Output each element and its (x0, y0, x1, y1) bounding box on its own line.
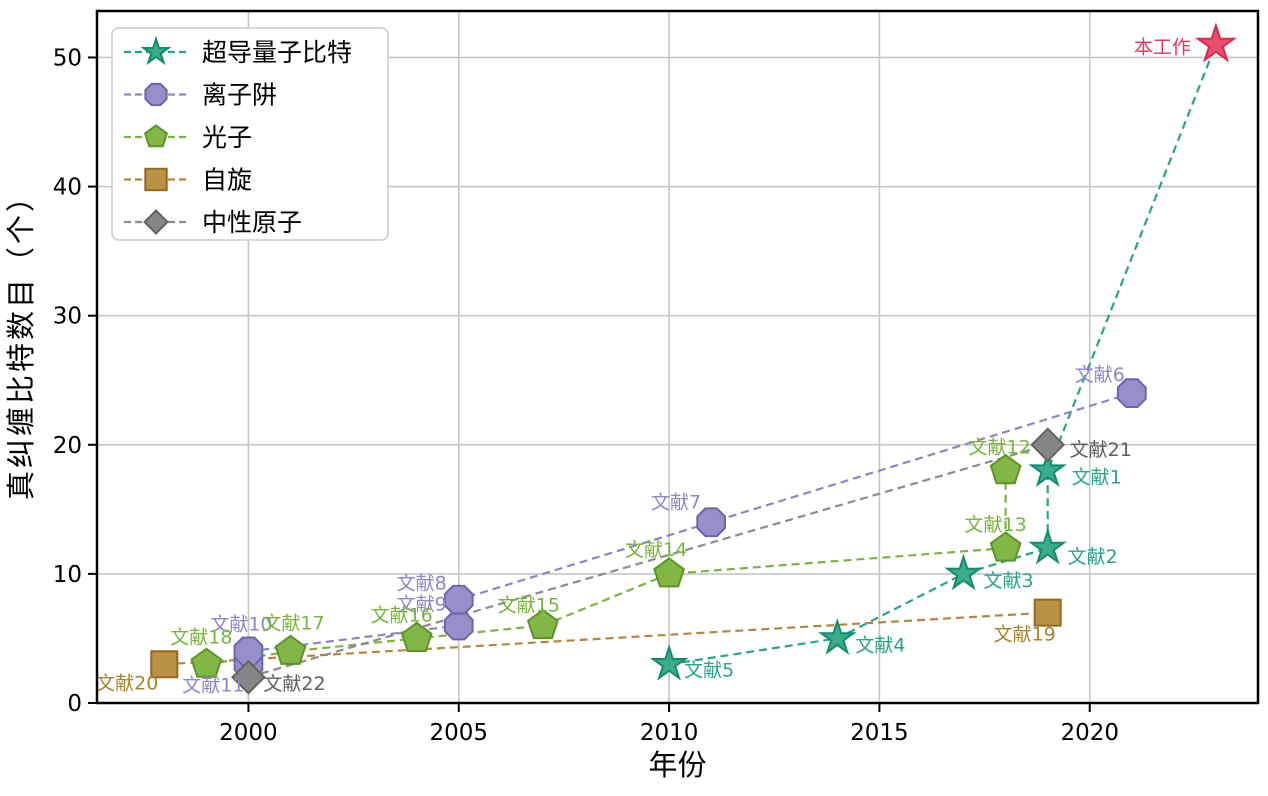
data-point-marker-s1-p1 (233, 636, 264, 667)
y-tick-label: 40 (53, 175, 82, 201)
data-point-marker-s2-p2 (400, 621, 433, 652)
data-point-label: 文献19 (994, 624, 1056, 646)
y-tick-label: 30 (53, 304, 82, 330)
data-point-label: 文献15 (498, 595, 560, 617)
legend-marker-icon (140, 35, 172, 66)
legend-box (111, 27, 389, 241)
legend-item-label: 超导量子比特 (202, 38, 352, 67)
data-point-label: 文献6 (1075, 364, 1125, 386)
data-point-marker-s0-p5 (1194, 22, 1238, 63)
data-point-marker-s2-p1 (274, 634, 307, 665)
data-point-label: 文献14 (625, 539, 687, 561)
x-tick-label: 2000 (219, 720, 278, 746)
legend-item-0: 超导量子比特 (124, 35, 352, 67)
data-point-marker-s1-p2 (443, 610, 474, 641)
data-point-label: 文献1 (1072, 467, 1122, 489)
data-point-label: 文献11 (182, 674, 244, 696)
legend-item-3: 自旋 (124, 166, 252, 195)
data-point-marker-s1-p5 (1116, 378, 1147, 408)
data-point-label: 文献13 (965, 514, 1027, 536)
x-tick-label: 2005 (429, 720, 488, 746)
y-tick-label: 10 (53, 562, 82, 588)
data-point-label: 本工作 (1134, 37, 1191, 59)
plot-border (95, 9, 1260, 705)
data-point-label: 文献9 (397, 594, 447, 616)
data-point-marker-s2-p0 (190, 647, 223, 678)
data-point-label: 文献22 (263, 673, 325, 695)
data-point-marker-s0-p2 (944, 553, 983, 591)
legend-item-2: 光子 (124, 123, 252, 152)
data-point-label: 文献3 (984, 570, 1034, 592)
legend-item-4: 中性原子 (124, 208, 302, 237)
series-line-4 (248, 443, 1049, 679)
data-point-label: 文献4 (855, 634, 905, 656)
data-point-marker-s4-p1 (1030, 427, 1066, 463)
legend-item-1: 离子阱 (124, 81, 277, 110)
data-point-label: 文献16 (371, 604, 433, 626)
legend-item-label: 自旋 (202, 166, 252, 195)
y-tick-label: 0 (67, 691, 82, 717)
x-axis-label: 年份 (648, 748, 706, 782)
data-point-marker-s0-p0 (649, 644, 689, 681)
y-tick-label: 50 (53, 45, 82, 71)
data-point-label: 文献18 (170, 626, 232, 648)
series-line-0 (668, 44, 1217, 666)
data-point-marker-s2-p4 (653, 557, 685, 588)
data-point-label: 文献8 (397, 573, 447, 595)
data-points (150, 22, 1238, 695)
legend-item-label: 离子阱 (202, 81, 277, 110)
data-point-label: 文献7 (651, 491, 701, 513)
legend-marker-icon (143, 209, 169, 235)
data-point-label: 文献10 (210, 613, 272, 635)
data-point-marker-s0-p4 (1028, 450, 1067, 488)
y-tick-label: 20 (53, 433, 82, 459)
data-point-label: 文献20 (96, 672, 158, 694)
data-point-marker-s2-p5 (989, 531, 1022, 562)
data-point-marker-s3-p1 (1033, 598, 1062, 627)
legend-marker-icon (144, 82, 168, 107)
legend-marker-icon (144, 167, 168, 192)
legend-marker-icon (143, 124, 169, 148)
data-point-label: 文献21 (1070, 439, 1132, 461)
y-axis-label: 真纠缠比特数目（个） (4, 180, 38, 500)
data-point-label: 文献17 (262, 612, 324, 634)
data-point-marker-s4-p0 (230, 659, 266, 695)
x-tick-label: 2010 (640, 720, 699, 746)
data-point-marker-s0-p3 (1028, 527, 1067, 565)
data-point-marker-s1-p3 (443, 584, 474, 615)
legend-item-label: 光子 (202, 123, 252, 152)
data-point-marker-s2-p3 (526, 608, 559, 640)
series-line-3 (164, 611, 1048, 666)
x-tick-label: 2020 (1060, 720, 1119, 746)
data-point-marker-s3-p0 (150, 650, 179, 679)
data-point-marker-s1-p4 (696, 507, 726, 538)
data-point-label: 文献5 (684, 659, 734, 681)
data-point-marker-s0-p1 (818, 618, 857, 655)
data-point-marker-s2-p6 (989, 453, 1022, 485)
data-point-label: 文献2 (1068, 546, 1118, 568)
data-point-label: 文献12 (969, 437, 1031, 459)
legend-item-label: 中性原子 (202, 208, 302, 237)
x-tick-label: 2015 (850, 720, 909, 746)
ticks: 2000 2005 2010 2015 2020 0 10 20 30 40 50 (53, 45, 1119, 746)
